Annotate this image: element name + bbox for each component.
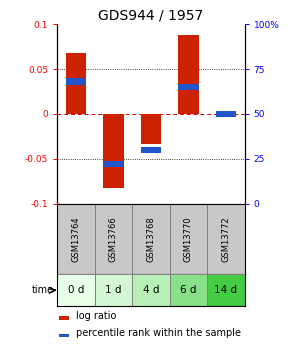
- Bar: [59, 316, 69, 320]
- Text: 4 d: 4 d: [143, 285, 159, 295]
- Bar: [170, 204, 207, 274]
- Bar: [141, 147, 161, 153]
- Bar: [132, 204, 170, 274]
- Bar: [103, 161, 124, 167]
- Bar: [141, 114, 161, 144]
- Bar: [178, 35, 199, 114]
- Bar: [178, 84, 199, 90]
- Bar: [216, 111, 236, 117]
- Bar: [95, 204, 132, 274]
- Bar: [66, 53, 86, 114]
- Text: GSM13766: GSM13766: [109, 216, 118, 262]
- Bar: [57, 204, 95, 274]
- Bar: [207, 204, 245, 274]
- Text: GSM13770: GSM13770: [184, 216, 193, 262]
- Text: 14 d: 14 d: [214, 285, 237, 295]
- Title: GDS944 / 1957: GDS944 / 1957: [98, 9, 204, 23]
- Bar: [207, 274, 245, 306]
- Bar: [57, 274, 95, 306]
- Text: 6 d: 6 d: [180, 285, 197, 295]
- Text: log ratio: log ratio: [76, 311, 116, 321]
- Bar: [103, 114, 124, 188]
- Text: time: time: [32, 285, 54, 295]
- Bar: [170, 274, 207, 306]
- Bar: [95, 274, 132, 306]
- Bar: [132, 274, 170, 306]
- Text: percentile rank within the sample: percentile rank within the sample: [76, 328, 241, 338]
- Text: 0 d: 0 d: [68, 285, 84, 295]
- Text: GSM13764: GSM13764: [71, 216, 80, 262]
- Bar: [59, 334, 69, 337]
- Bar: [66, 78, 86, 85]
- Text: GSM13772: GSM13772: [222, 216, 230, 262]
- Text: GSM13768: GSM13768: [146, 216, 155, 262]
- Text: 1 d: 1 d: [105, 285, 122, 295]
